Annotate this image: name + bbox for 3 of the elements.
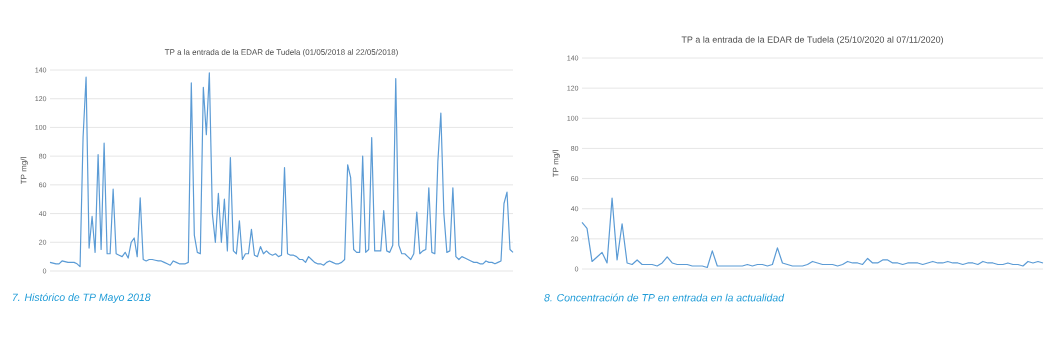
text: 7. Histórico de TP Mayo 2018 <box>12 293 151 304</box>
chart-title: TP a la entrada de la EDAR de Tudela (25/10/2020 al 07/11/2020) <box>681 36 944 45</box>
text: 8. Concentración de TP en entrada en la actualidad <box>544 293 785 302</box>
